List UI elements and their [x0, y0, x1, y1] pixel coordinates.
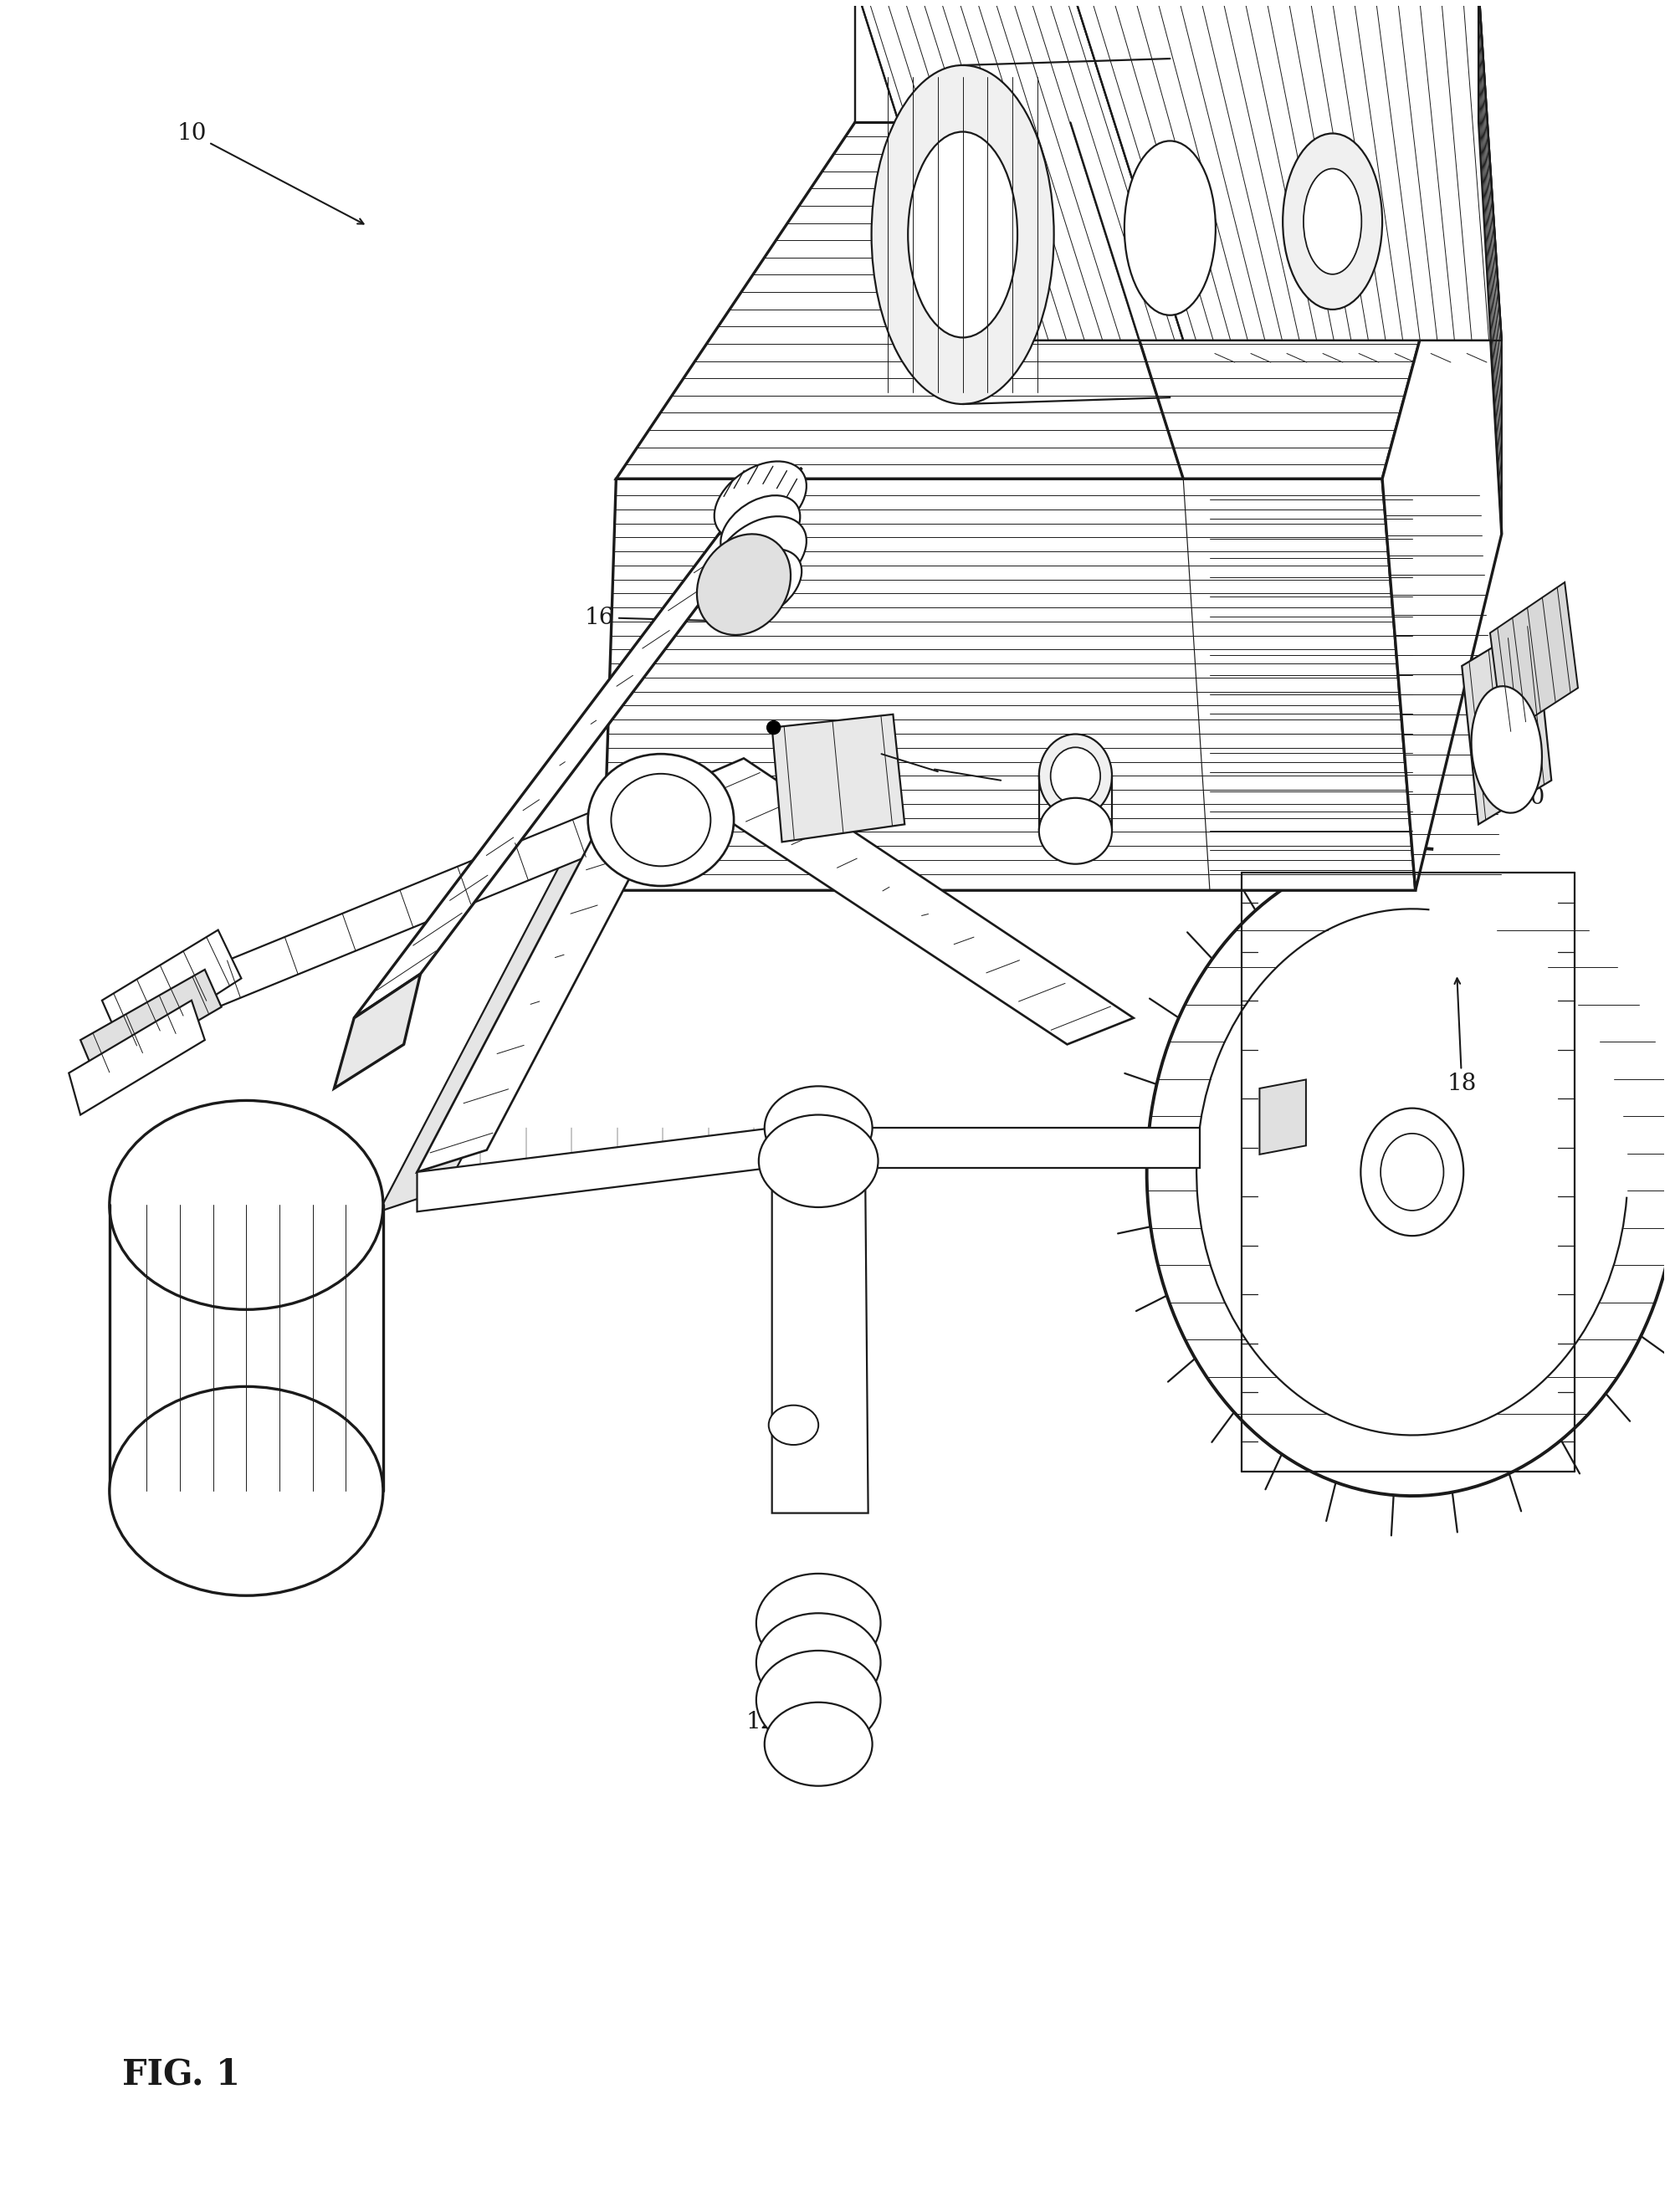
Ellipse shape [1304, 168, 1361, 274]
Polygon shape [354, 469, 802, 1018]
Polygon shape [379, 825, 636, 1212]
Polygon shape [418, 1128, 772, 1212]
Polygon shape [616, 122, 1478, 478]
Ellipse shape [757, 1573, 880, 1672]
Ellipse shape [758, 1115, 878, 1208]
Polygon shape [603, 478, 1416, 891]
Text: FIG. 1: FIG. 1 [122, 2057, 240, 2093]
Text: 14: 14 [225, 969, 254, 991]
Text: 10: 10 [177, 122, 364, 223]
Ellipse shape [1381, 1133, 1443, 1210]
Polygon shape [334, 973, 421, 1088]
Polygon shape [1478, 0, 1501, 533]
Ellipse shape [715, 462, 807, 540]
Text: 20: 20 [1515, 787, 1545, 810]
Ellipse shape [611, 774, 711, 867]
Ellipse shape [720, 549, 802, 619]
Polygon shape [1461, 622, 1551, 825]
Ellipse shape [1471, 686, 1541, 812]
Polygon shape [772, 1128, 868, 1513]
Ellipse shape [1283, 133, 1383, 310]
Polygon shape [80, 969, 222, 1079]
Ellipse shape [1124, 142, 1216, 314]
Ellipse shape [721, 495, 800, 564]
Polygon shape [1490, 582, 1578, 737]
Polygon shape [855, 0, 1184, 341]
Ellipse shape [767, 721, 780, 734]
Polygon shape [855, 0, 1070, 122]
Ellipse shape [765, 1086, 872, 1170]
Ellipse shape [110, 1102, 382, 1310]
Text: 24: 24 [1268, 303, 1298, 325]
Polygon shape [418, 787, 678, 1172]
Ellipse shape [1039, 734, 1112, 818]
Ellipse shape [110, 1387, 382, 1595]
Polygon shape [102, 929, 240, 1053]
Text: 18: 18 [1448, 978, 1476, 1095]
Polygon shape [205, 787, 666, 1006]
Polygon shape [772, 714, 905, 843]
Polygon shape [865, 1128, 1199, 1168]
Polygon shape [616, 122, 1478, 478]
Text: 16: 16 [584, 606, 748, 628]
Ellipse shape [715, 515, 807, 595]
Text: 22: 22 [1468, 703, 1498, 726]
Ellipse shape [1050, 748, 1101, 805]
Ellipse shape [768, 1405, 818, 1444]
Ellipse shape [765, 1703, 872, 1785]
Polygon shape [1259, 1079, 1306, 1155]
Ellipse shape [1039, 799, 1112, 865]
Polygon shape [1070, 0, 1501, 341]
Polygon shape [1383, 122, 1501, 891]
Text: 12: 12 [745, 1710, 775, 1734]
Ellipse shape [588, 754, 733, 887]
Ellipse shape [696, 533, 790, 635]
Ellipse shape [757, 1613, 880, 1712]
Ellipse shape [908, 133, 1017, 338]
Ellipse shape [872, 64, 1054, 405]
Polygon shape [68, 1000, 205, 1115]
Polygon shape [678, 759, 1134, 1044]
Ellipse shape [1361, 1108, 1463, 1237]
Ellipse shape [757, 1650, 880, 1750]
